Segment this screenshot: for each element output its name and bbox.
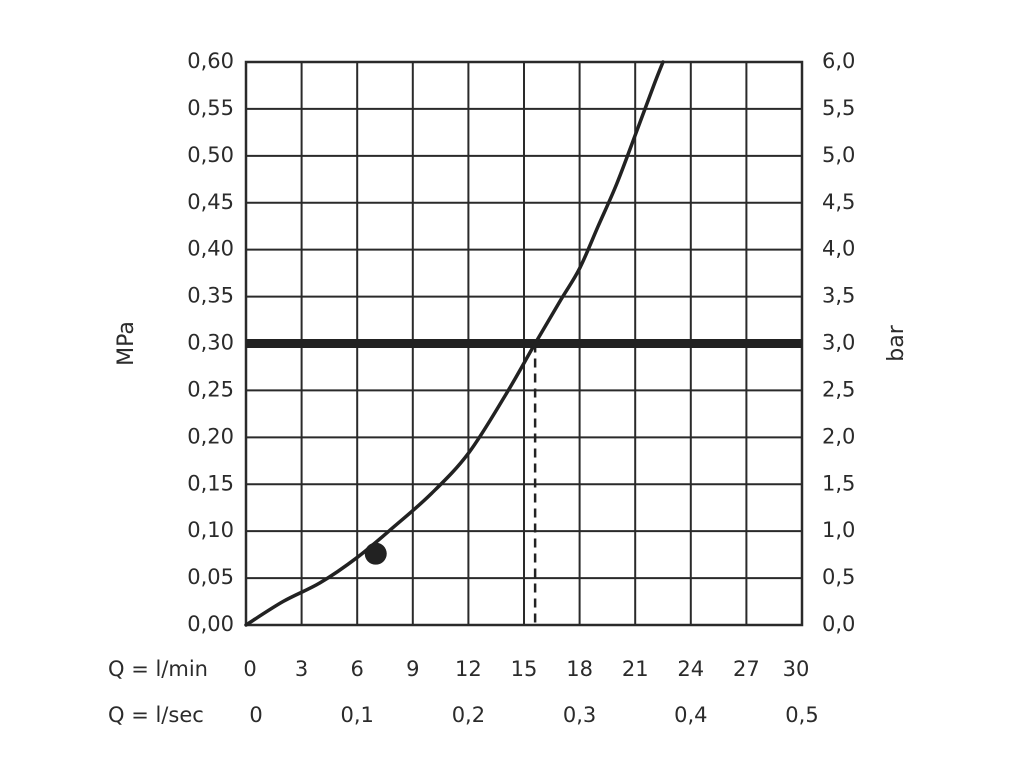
x-secondary-tick-label: 0,2 xyxy=(452,703,485,727)
y-right-tick-label: 1,0 xyxy=(822,518,855,542)
y-right-tick-label: 3,0 xyxy=(822,331,855,355)
y-right-tick-label: 4,5 xyxy=(822,190,855,214)
y-left-tick-label: 0,00 xyxy=(187,612,234,636)
y-right-tick-label: 4,0 xyxy=(822,237,855,261)
y-left-axis-title: MPa xyxy=(114,321,139,366)
x-secondary-tick-label: 0 xyxy=(249,703,262,727)
y-right-axis-title: bar xyxy=(884,324,909,361)
y-left-tick-label: 0,45 xyxy=(187,190,234,214)
y-left-tick-label: 0,30 xyxy=(187,331,234,355)
y-right-tick-label: 1,5 xyxy=(822,471,855,495)
x-primary-tick-label: 24 xyxy=(677,657,704,681)
x-primary-tick-label: 0 xyxy=(243,657,256,681)
y-right-tick-label: 5,0 xyxy=(822,143,855,167)
y-right-tick-label: 6,0 xyxy=(822,49,855,73)
y-right-tick-label: 0,0 xyxy=(822,612,855,636)
y-right-tick-label: 5,5 xyxy=(822,96,855,120)
series-line xyxy=(244,60,665,627)
x-primary-tick-label: 18 xyxy=(566,657,593,681)
y-left-tick-label: 0,05 xyxy=(187,565,234,589)
x-primary-tick-label: 3 xyxy=(295,657,308,681)
x-primary-tick-label: 27 xyxy=(733,657,760,681)
x-primary-tick-label: 12 xyxy=(455,657,482,681)
x-secondary-tick-label: 0,3 xyxy=(563,703,596,727)
y-left-tick-label: 0,40 xyxy=(187,237,234,261)
y-left-tick-label: 0,15 xyxy=(187,471,234,495)
x-secondary-tick-label: 0,4 xyxy=(674,703,707,727)
x-primary-tick-label: 15 xyxy=(511,657,538,681)
x-secondary-tick-label: 0,5 xyxy=(785,703,818,727)
x-primary-tick-label: 9 xyxy=(406,657,419,681)
x-secondary-axis-label: Q = l/sec xyxy=(108,703,204,727)
y-right-tick-label: 3,5 xyxy=(822,284,855,308)
y-right-tick-label: 2,0 xyxy=(822,424,855,448)
y-left-tick-label: 0,20 xyxy=(187,424,234,448)
y-left-tick-label: 0,10 xyxy=(187,518,234,542)
y-left-tick-label: 0,55 xyxy=(187,96,234,120)
y-left-tick-label: 0,35 xyxy=(187,284,234,308)
y-right-tick-label: 0,5 xyxy=(822,565,855,589)
x-primary-tick-label: 30 xyxy=(783,657,810,681)
y-right-tick-label: 2,5 xyxy=(822,377,855,401)
y-left-tick-label: 0,50 xyxy=(187,143,234,167)
x-primary-tick-label: 21 xyxy=(622,657,649,681)
y-left-tick-label: 0,60 xyxy=(187,49,234,73)
y-left-tick-label: 0,25 xyxy=(187,377,234,401)
x-primary-axis-label: Q = l/min xyxy=(108,657,208,681)
x-secondary-tick-label: 0,1 xyxy=(340,703,373,727)
data-point-marker xyxy=(364,542,387,565)
x-primary-tick-label: 6 xyxy=(351,657,364,681)
